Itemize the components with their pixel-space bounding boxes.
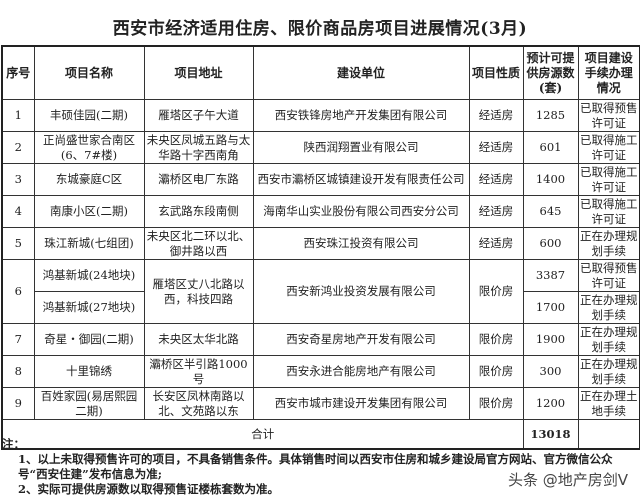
project-type: 限价房 bbox=[468, 259, 524, 324]
unit-count: 1700 bbox=[522, 291, 579, 324]
status: 已取得施工许可证 bbox=[577, 195, 640, 228]
project-type: 经适房 bbox=[468, 131, 524, 164]
table-row: 6 鸿基新城(24地块) 雁塔区丈八北路以西，科技四路 西安新鸿业投资发展有限公司 限价… bbox=[1, 259, 640, 324]
notes-heading: 注： bbox=[2, 437, 25, 451]
project-type: 经适房 bbox=[468, 99, 524, 132]
status: 正在办理土地手续 bbox=[577, 387, 640, 420]
row-no: 9 bbox=[1, 387, 35, 420]
project-name: 十里锦绣 bbox=[33, 355, 145, 388]
project-address: 雁塔区丈八北路以西，科技四路 bbox=[143, 259, 254, 324]
developer: 西安市灞桥区城镇建设开发有限责任公司 bbox=[252, 163, 470, 196]
developer: 西安奇星房地产开发有限公司 bbox=[252, 323, 470, 356]
row-no: 3 bbox=[1, 163, 35, 196]
project-type: 限价房 bbox=[468, 323, 524, 356]
project-address: 未央区北二环以北、御井路以西 bbox=[143, 227, 254, 260]
unit-count: 645 bbox=[522, 195, 579, 228]
row-no: 5 bbox=[1, 227, 35, 260]
project-name: 丰硕佳园(二期) bbox=[33, 99, 145, 132]
total-row: 合计 13018 bbox=[1, 419, 640, 450]
row-no: 8 bbox=[1, 355, 35, 388]
project-name: 奇星・御园(二期) bbox=[33, 323, 145, 356]
table-row: 4 南康小区(二期) 玄武路东段南侧 海南华山实业股份有限公司西安分公司 经适房 645 已… bbox=[1, 195, 640, 228]
project-address: 灞桥区半引路1000号 bbox=[143, 355, 254, 388]
project-type: 限价房 bbox=[468, 387, 524, 420]
page-title: 西安市经济适用住房、限价商品房项目进展情况(3月) bbox=[112, 19, 528, 39]
total-label: 合计 bbox=[1, 419, 524, 450]
project-name: 鸿基新城(27地块) bbox=[33, 291, 145, 324]
row-no: 7 bbox=[1, 323, 35, 356]
status: 已取得预售许可证 bbox=[577, 259, 640, 292]
status: 正在办理规划手续 bbox=[577, 227, 640, 260]
status: 正在办理规划手续 bbox=[577, 323, 640, 356]
developer: 西安市城市建设开发集团有限公司 bbox=[252, 387, 470, 420]
status: 正在办理规划手续 bbox=[577, 291, 640, 324]
table-header: 序号 项目名称 项目地址 建设单位 项目性质 预计可提供房源数(套) 项目建设手… bbox=[1, 45, 640, 100]
unit-count: 1400 bbox=[522, 163, 579, 196]
project-type: 经适房 bbox=[468, 227, 524, 260]
watermark: 头条 @地产房剑V bbox=[507, 471, 628, 489]
status: 正在办理规划手续 bbox=[577, 355, 640, 388]
project-type: 经适房 bbox=[468, 163, 524, 196]
table-row: 1 丰硕佳园(二期) 雁塔区子午大道 西安铁锋房地产开发集团有限公司 经适房 1285 已取… bbox=[1, 99, 640, 132]
unit-count: 600 bbox=[522, 227, 579, 260]
unit-count: 1285 bbox=[522, 99, 579, 132]
developer: 西安新鸿业投资发展有限公司 bbox=[252, 259, 470, 324]
project-address: 玄武路东段南侧 bbox=[143, 195, 254, 228]
header-no: 序号 bbox=[1, 45, 35, 100]
table-row: 8 十里锦绣 灞桥区半引路1000号 西安永进合能房地产有限公司 限价房 300 正在办理规… bbox=[1, 355, 640, 388]
project-address: 灞桥区电厂东路 bbox=[143, 163, 254, 196]
project-address: 雁塔区子午大道 bbox=[143, 99, 254, 132]
table-row: 2 正尚盛世家合南区(6、7#楼) 未央区凤城五路与太华路十字西南角 陕西润翔置业有限… bbox=[1, 131, 640, 164]
header-addr: 项目地址 bbox=[143, 45, 254, 100]
developer: 西安珠江投资有限公司 bbox=[252, 227, 470, 260]
project-address: 未央区太华北路 bbox=[143, 323, 254, 356]
header-count: 预计可提供房源数(套) bbox=[522, 45, 579, 100]
project-address: 未央区凤城五路与太华路十字西南角 bbox=[143, 131, 254, 164]
status: 已取得施工许可证 bbox=[577, 163, 640, 196]
row-no: 1 bbox=[1, 99, 35, 132]
developer: 西安永进合能房地产有限公司 bbox=[252, 355, 470, 388]
unit-count: 601 bbox=[522, 131, 579, 164]
header-name: 项目名称 bbox=[33, 45, 145, 100]
status: 已取得预售许可证 bbox=[577, 99, 640, 132]
project-address: 长安区凤林南路以北、文苑路以东 bbox=[143, 387, 254, 420]
total-status bbox=[577, 419, 640, 450]
notes: 注： 1、以上未取得预售许可的项目，不具备销售条件。具体销售时间以西安市住房和城… bbox=[2, 437, 638, 497]
header-status: 项目建设手续办理情况 bbox=[577, 45, 640, 100]
unit-count: 1200 bbox=[522, 387, 579, 420]
unit-count: 1900 bbox=[522, 323, 579, 356]
table-row: 3 东城豪庭C区 灞桥区电厂东路 西安市灞桥区城镇建设开发有限责任公司 经适房 1400 已… bbox=[1, 163, 640, 196]
table-row: 9 百姓家园(易居熙园二期) 长安区凤林南路以北、文苑路以东 西安市城市建设开发集团有… bbox=[1, 387, 640, 420]
row-no: 2 bbox=[1, 131, 35, 164]
status: 已取得施工许可证 bbox=[577, 131, 640, 164]
row-no: 6 bbox=[1, 259, 35, 324]
table-row: 7 奇星・御园(二期) 未央区太华北路 西安奇星房地产开发有限公司 限价房 1900 正在办… bbox=[1, 323, 640, 356]
header-type: 项目性质 bbox=[468, 45, 524, 100]
project-name: 正尚盛世家合南区(6、7#楼) bbox=[33, 131, 145, 164]
unit-count: 300 bbox=[522, 355, 579, 388]
project-name: 百姓家园(易居熙园二期) bbox=[33, 387, 145, 420]
project-name: 东城豪庭C区 bbox=[33, 163, 145, 196]
project-name: 南康小区(二期) bbox=[33, 195, 145, 228]
developer: 西安铁锋房地产开发集团有限公司 bbox=[252, 99, 470, 132]
header-unit: 建设单位 bbox=[252, 45, 470, 100]
table-row: 5 珠江新城(七组团) 未央区北二环以北、御井路以西 西安珠江投资有限公司 经适房 600… bbox=[1, 227, 640, 260]
project-type: 限价房 bbox=[468, 355, 524, 388]
note-1: 1、以上未取得预售许可的项目，不具备销售条件。具体销售时间以西安市住房和城乡建设… bbox=[18, 452, 613, 481]
projects-table: 序号 项目名称 项目地址 建设单位 项目性质 预计可提供房源数(套) 项目建设手… bbox=[1, 45, 640, 450]
note-2: 2、实际可提供房源数以取得预售证楼栋套数为准。 bbox=[18, 482, 279, 496]
project-type: 经适房 bbox=[468, 195, 524, 228]
unit-count: 3387 bbox=[522, 259, 579, 292]
row-no: 4 bbox=[1, 195, 35, 228]
project-name: 鸿基新城(24地块) bbox=[33, 259, 145, 292]
project-name: 珠江新城(七组团) bbox=[33, 227, 145, 260]
developer: 海南华山实业股份有限公司西安分公司 bbox=[252, 195, 470, 228]
developer: 陕西润翔置业有限公司 bbox=[252, 131, 470, 164]
